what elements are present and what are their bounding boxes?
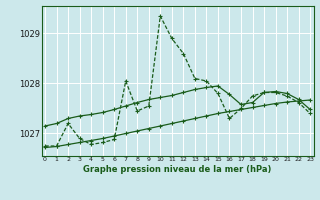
X-axis label: Graphe pression niveau de la mer (hPa): Graphe pression niveau de la mer (hPa) [84,165,272,174]
